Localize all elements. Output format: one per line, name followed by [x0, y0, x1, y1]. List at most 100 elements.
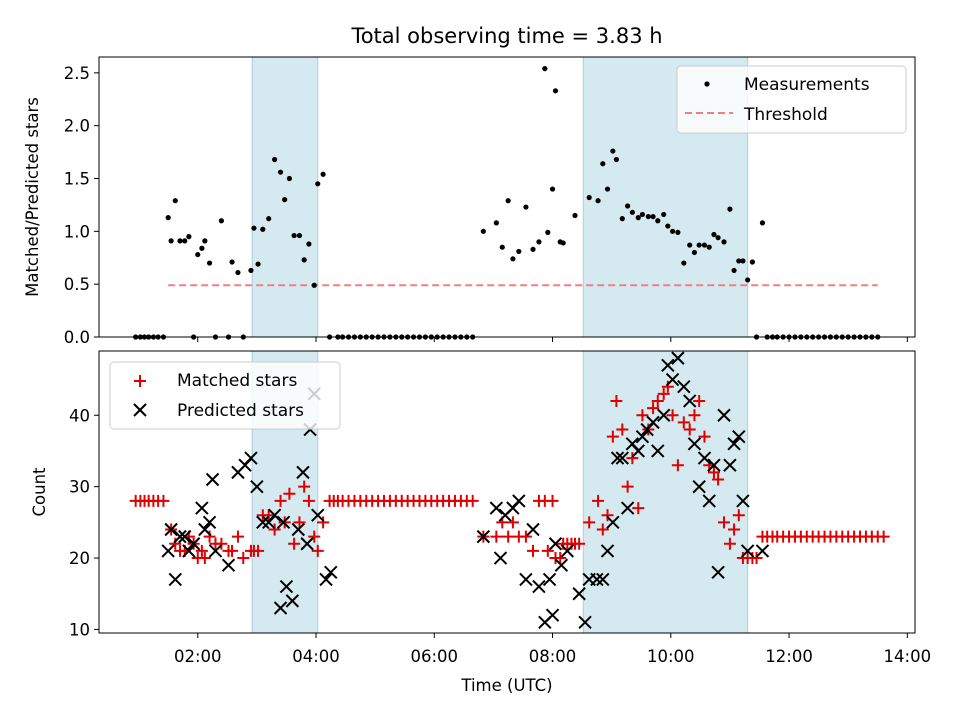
matched-star-marker	[317, 516, 330, 529]
matched-star-marker	[610, 394, 623, 407]
top-legend: Measurements Threshold	[676, 65, 907, 134]
matched-star-marker	[583, 516, 596, 529]
observing-window-span	[251, 56, 319, 338]
measurement-point	[282, 197, 288, 203]
measurement-point	[701, 242, 708, 248]
matched-star-marker	[723, 537, 736, 550]
matched-star-marker	[683, 423, 696, 436]
predicted-star-marker	[208, 544, 223, 558]
legend-matched-label: Matched stars	[177, 371, 297, 391]
predicted-star-marker	[532, 579, 546, 594]
y-tick-label: 40	[69, 406, 90, 425]
top-plot-frame	[98, 56, 916, 338]
matched-star-marker	[877, 530, 890, 543]
matched-star-marker	[231, 530, 244, 543]
predicted-star-marker	[697, 451, 712, 465]
matched-star-marker	[527, 544, 540, 557]
predicted-star-marker	[173, 529, 187, 544]
matched-star-marker	[274, 494, 287, 507]
predicted-star-marker	[620, 501, 635, 515]
measurement-point	[736, 258, 742, 264]
measurement-point	[545, 229, 551, 235]
measurement-point	[172, 198, 178, 204]
measurement-point	[691, 249, 698, 256]
legend-predicted-label: Predicted stars	[177, 401, 304, 421]
bottom-x-axis: 02:00 04:00 06:00 08:00 10:00 12:00 14:00	[174, 633, 931, 666]
matched-star-marker	[169, 537, 182, 550]
measurement-point	[639, 211, 646, 218]
matched-star-marker	[651, 394, 664, 407]
predicted-star-marker	[755, 544, 770, 558]
matched-star-marker	[554, 552, 567, 565]
legend-measurements-marker	[704, 81, 710, 87]
measurement-point	[177, 238, 183, 244]
predicted-star-marker	[631, 444, 645, 458]
predicted-star-marker	[542, 572, 557, 587]
measurement-point	[610, 148, 616, 154]
matched-star-marker	[596, 523, 609, 536]
predicted-star-marker	[161, 544, 175, 558]
measurement-point	[255, 261, 261, 267]
top-legend-box	[676, 65, 907, 134]
measurement-point	[740, 258, 746, 264]
bottom-x-axis-label: Time (UTC)	[460, 676, 552, 695]
measurement-point	[306, 241, 312, 247]
measurement-point	[629, 209, 635, 215]
matched-star-marker	[666, 409, 679, 422]
matched-star-marker	[237, 552, 250, 565]
matched-star-marker	[707, 466, 720, 479]
matched-star-marker	[226, 544, 239, 557]
matched-star-marker	[298, 480, 311, 493]
predicted-star-marker	[707, 458, 721, 472]
matched-star-marker	[283, 487, 296, 500]
measurement-point	[510, 256, 516, 262]
y-tick-label: 10	[69, 620, 90, 639]
predicted-star-marker	[656, 408, 671, 422]
predicted-star-marker	[740, 544, 755, 558]
matched-star-marker	[606, 430, 619, 443]
matched-star-marker	[262, 509, 275, 522]
measurement-point	[665, 223, 671, 229]
measurement-point	[595, 198, 601, 204]
measurement-point	[745, 277, 751, 283]
y-tick-label: 1.0	[64, 222, 90, 241]
matched-star-marker	[693, 394, 706, 407]
y-tick-label: 0.0	[64, 328, 90, 347]
predicted-star-marker	[635, 429, 650, 444]
matched-star-marker	[195, 544, 208, 557]
predicted-star-marker	[578, 615, 592, 629]
measurement-point	[493, 220, 499, 226]
measurement-point	[552, 88, 559, 94]
measurement-point	[600, 161, 606, 167]
predicted-star-marker	[572, 587, 586, 601]
measurement-point	[759, 220, 766, 226]
top-y-axis-label: Matched/Predicted stars	[23, 97, 42, 297]
bottom-y-axis-label: Count	[30, 467, 49, 517]
predicted-star-marker	[554, 558, 569, 572]
chart-title: Total observing time = 3.83 h	[350, 24, 662, 48]
matched-star-marker	[647, 402, 660, 415]
bottom-legend: Matched stars Predicted stars	[109, 361, 341, 430]
predicted-star-marker	[615, 451, 630, 465]
predicted-star-marker	[195, 501, 209, 515]
predicted-star-marker	[221, 558, 236, 572]
measurement-point	[731, 267, 737, 274]
predicted-star-marker	[526, 522, 540, 537]
x-tick-label: 08:00	[529, 647, 577, 666]
ratio-panel: Total observing time = 3.83 h 0.0 0.5 1.0 1…	[23, 24, 916, 347]
measurement-point	[635, 215, 641, 221]
measurement-point	[542, 66, 548, 72]
predicted-star-marker	[717, 408, 731, 422]
measurement-point	[206, 260, 213, 266]
legend-matched-marker	[134, 375, 146, 387]
matched-star-marker	[601, 509, 614, 522]
predicted-star-marker	[168, 572, 182, 587]
matched-star-marker	[506, 516, 519, 529]
y-tick-label: 2.5	[64, 64, 90, 83]
measurement-point	[661, 211, 667, 218]
measurement-point	[165, 215, 171, 221]
predicted-star-marker	[273, 601, 288, 615]
predicted-star-marker	[300, 537, 314, 551]
matched-star-marker	[541, 544, 554, 557]
predicted-star-marker	[687, 437, 702, 451]
